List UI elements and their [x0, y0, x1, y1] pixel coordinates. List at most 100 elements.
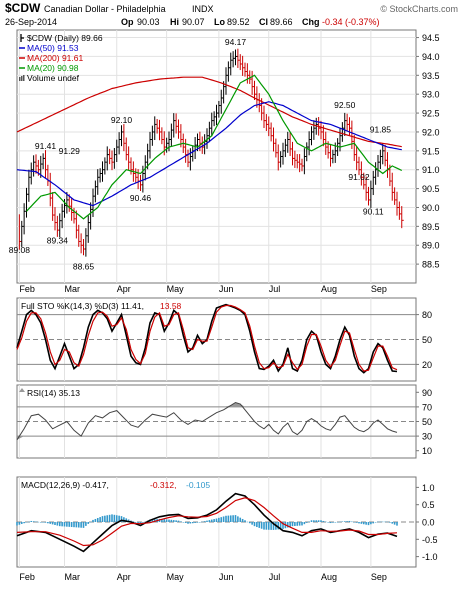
macd-histogram-bar: [334, 522, 337, 523]
macd-histogram-bar: [104, 515, 106, 522]
month-label: Jul: [269, 284, 281, 294]
month-label: Mar: [65, 572, 81, 582]
macd-histogram-bar: [108, 514, 111, 522]
macd-histogram-bar: [381, 521, 384, 523]
y-tick-label: 89.5: [422, 222, 440, 232]
macd-histogram-bar: [70, 522, 73, 528]
macd-histogram-bar: [134, 522, 137, 523]
macd-histogram-bar: [39, 522, 42, 523]
macd-histogram-bar: [165, 519, 168, 522]
macd-histogram-bar: [396, 522, 398, 526]
macd-histogram-bar: [82, 522, 85, 528]
macd-histogram-bar: [16, 522, 18, 526]
macd-histogram-bar: [49, 522, 52, 524]
macd-histogram-bar: [355, 522, 358, 523]
macd-histogram-bar: [85, 522, 87, 526]
macd-histogram-bar: [305, 522, 308, 523]
month-label: May: [167, 572, 185, 582]
y-tick-label: 94.0: [422, 52, 440, 62]
macd-histogram-bar: [142, 522, 144, 523]
macd-histogram-bar: [213, 519, 215, 522]
exchange-label: INDX: [192, 4, 214, 14]
y-tick-label: 10: [422, 446, 432, 456]
macd-histogram-bar: [251, 522, 253, 525]
macd-histogram-bar: [308, 521, 310, 523]
macd-histogram-bar: [377, 521, 379, 523]
y-tick-label: 30: [422, 432, 432, 442]
legend-item: MA(200) 91.61: [27, 53, 83, 63]
macd-histogram-bar: [322, 520, 325, 522]
macd-histogram-bar: [20, 522, 23, 524]
ma50-line: [16, 101, 402, 207]
macd-histogram-bar: [384, 521, 386, 523]
macd-histogram-bar: [87, 522, 90, 524]
macd-histogram-bar: [68, 522, 71, 527]
copyright-label: © StockCharts.com: [380, 4, 458, 14]
macd-line-signal: [16, 497, 398, 547]
month-label: Feb: [19, 572, 35, 582]
macd-histogram-bar: [391, 522, 394, 524]
macd-histogram-bar: [220, 517, 223, 522]
macd-histogram-bar: [389, 522, 391, 523]
macd-histogram-bar: [282, 522, 284, 529]
macd-histogram-bar: [315, 520, 318, 522]
month-label: Sep: [371, 284, 387, 294]
high-label: Hi: [170, 17, 179, 27]
macd-histogram-bar: [210, 519, 213, 522]
macd-histogram-bar: [289, 522, 291, 527]
macd-title: MACD(12,26,9) -0.417,: [21, 480, 109, 490]
macd-histogram-bar: [232, 515, 234, 522]
macd-histogram-bar: [151, 519, 154, 522]
macd-histogram-bar: [351, 521, 353, 523]
y-tick-label: 92.0: [422, 127, 440, 137]
macd-histogram-bar: [58, 522, 61, 527]
macd-histogram-bar: [94, 518, 97, 522]
macd-histogram-bar: [277, 522, 280, 530]
macd-histogram-bar: [42, 522, 44, 523]
y-tick-label: 89.0: [422, 241, 440, 251]
y-tick-label: 90.0: [422, 203, 440, 213]
macd-hist-value: -0.105: [186, 480, 210, 490]
panel-sto: 80 50 20 Full STO %K(14,3) %D(3) 11.41, 13.5…: [16, 297, 432, 382]
month-label: Apr: [117, 572, 131, 582]
macd-histogram-bar: [374, 522, 377, 523]
month-label: Feb: [19, 284, 35, 294]
legend-item: MA(50) 91.53: [27, 43, 79, 53]
macd-histogram-bar: [89, 521, 92, 523]
macd-histogram-bar: [23, 522, 25, 524]
close-value: 89.66: [270, 17, 293, 27]
macd-histogram-bar: [51, 522, 54, 525]
macd-histogram-bar: [18, 522, 21, 525]
rsi-title: RSI(14) 35.13: [27, 388, 80, 398]
panel-price: 94.5 94.0 93.5 93.0 92.5 92.0 91.5 91.0 90.5 90.0…: [9, 29, 440, 284]
price-annotation: 92.50: [334, 100, 356, 110]
macd-histogram-bar: [206, 520, 208, 522]
macd-histogram-bar: [30, 520, 33, 522]
y-tick-label: 93.5: [422, 71, 440, 81]
macd-histogram-bar: [222, 516, 225, 522]
legend-item: MA(20) 90.98: [27, 63, 79, 73]
macd-histogram-bar: [191, 522, 194, 524]
macd-histogram-bar: [279, 522, 282, 530]
macd-histogram-bar: [341, 521, 344, 522]
macd-histogram-bar: [339, 521, 341, 523]
macd-histogram-bar: [132, 521, 135, 522]
macd-histogram-bar: [329, 522, 332, 524]
macd-histogram-bar: [75, 522, 78, 528]
macd-histogram-bar: [313, 520, 315, 522]
macd-histogram-bar: [144, 521, 147, 523]
macd-histogram-bar: [201, 521, 204, 523]
price-annotation: 91.29: [59, 146, 81, 156]
macd-histogram-bar: [189, 522, 192, 524]
sto-d-value: 13.58: [160, 301, 182, 311]
month-label: Apr: [117, 284, 131, 294]
macd-histogram-bar: [301, 522, 303, 526]
macd-histogram-bar: [194, 522, 196, 523]
price-annotation: 90.46: [130, 193, 152, 203]
y-tick-label: 20: [422, 360, 432, 370]
macd-histogram-bar: [168, 519, 170, 522]
macd-histogram-bar: [163, 519, 166, 522]
macd-histogram-bar: [348, 520, 351, 522]
macd-histogram-bar: [303, 522, 306, 525]
legend-item: $CDW (Daily) 89.66: [27, 33, 103, 43]
